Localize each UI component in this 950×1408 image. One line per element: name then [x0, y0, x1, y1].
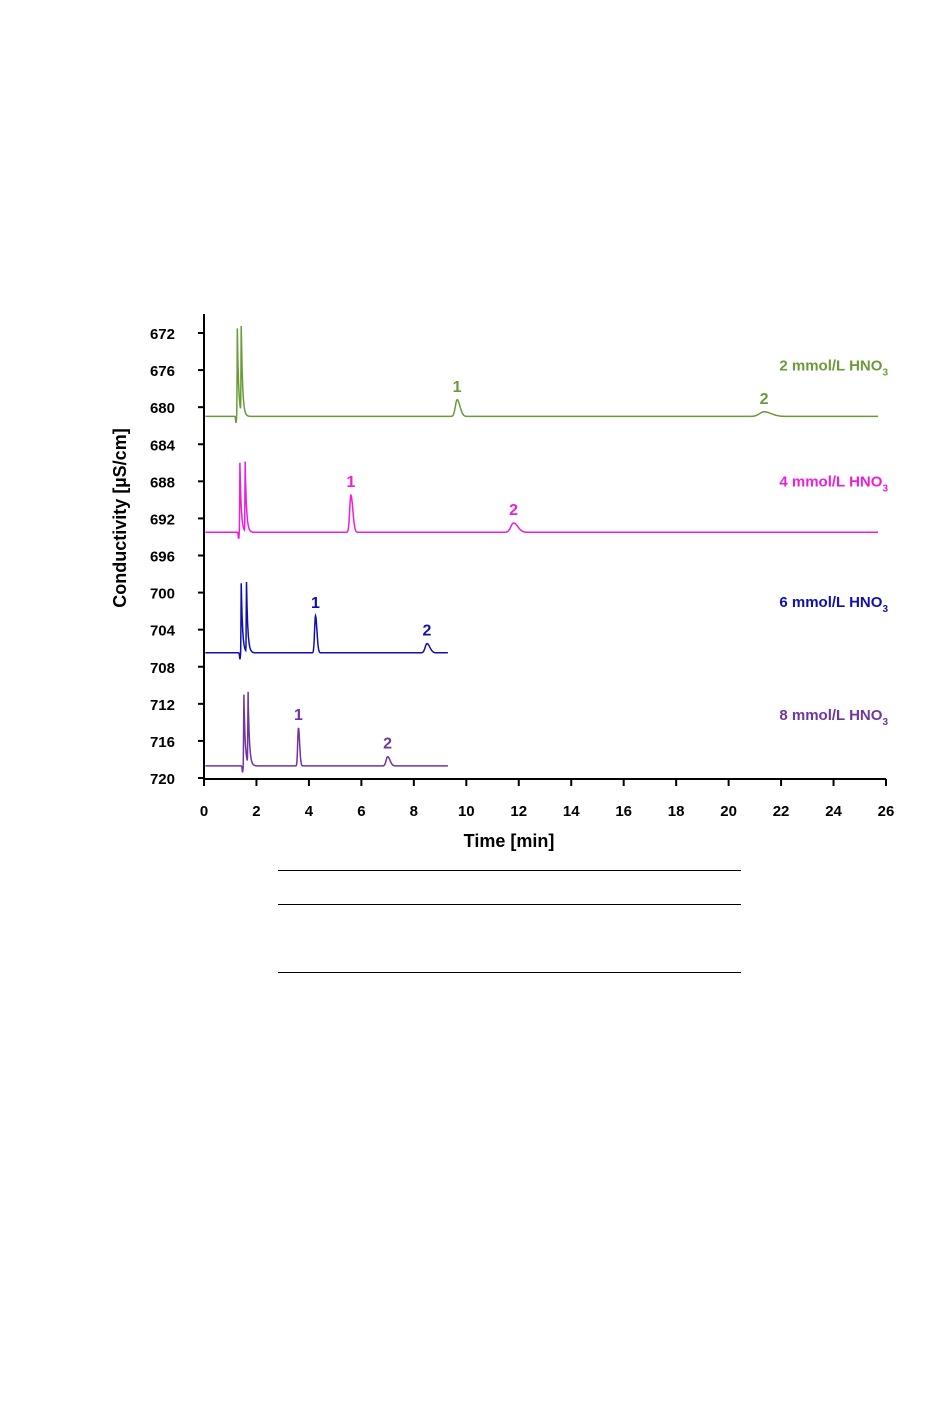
x-tick-label: 0: [200, 803, 208, 820]
x-tick-label: 10: [458, 803, 475, 820]
x-axis-label: Time [min]: [464, 831, 555, 851]
x-tick-label: 24: [825, 803, 842, 820]
series-label: 6 mmol/L HNO3: [779, 594, 888, 615]
series-4: 1 2 8 mmol/L HNO3: [205, 691, 888, 773]
x-tick-label: 12: [510, 803, 527, 820]
peak-label: 2: [423, 623, 432, 640]
y-tick-label: 700: [150, 586, 175, 603]
peak-label: 2: [509, 502, 518, 519]
y-tick-label: 672: [150, 326, 175, 343]
table-rule-bottom: [278, 972, 741, 973]
y-tick-label: 712: [150, 697, 175, 714]
series-2: 1 2 4 mmol/L HNO3: [205, 461, 888, 539]
series-1: 1 2 2 mmol/L HNO3: [205, 325, 888, 424]
series-trace: [205, 581, 448, 660]
series-label: 8 mmol/L HNO3: [779, 707, 888, 728]
series-trace: [205, 461, 879, 539]
peak-label: 2: [760, 391, 769, 408]
peak-label: 1: [346, 474, 355, 491]
y-tick-label: 692: [150, 511, 175, 528]
x-tick-label: 8: [410, 803, 418, 820]
x-tick-label: 4: [305, 803, 314, 820]
series-trace: [205, 325, 879, 424]
y-tick-label: 708: [150, 660, 175, 677]
y-axis-label: Conductivity [µS/cm]: [110, 428, 130, 607]
x-tick-label: 20: [720, 803, 737, 820]
peak-label: 1: [453, 379, 462, 396]
peak-label: 1: [294, 707, 303, 724]
traces: 1 2 2 mmol/L HNO3 1 2 4 mmol/L HNO3 1 2 6 mmol/L…: [205, 325, 888, 773]
y-tick-label: 704: [150, 623, 176, 640]
plot-area: 672676680684688692696700704708712716720 …: [150, 314, 894, 820]
y-tick-label: 688: [150, 474, 175, 491]
peak-label: 2: [383, 736, 392, 753]
series-3: 1 2 6 mmol/L HNO3: [205, 581, 888, 660]
table-rule-mid: [278, 904, 741, 905]
x-tick-label: 14: [563, 803, 580, 820]
y-tick-label: 676: [150, 363, 175, 380]
x-tick-label: 6: [357, 803, 365, 820]
x-tick-label: 16: [615, 803, 632, 820]
x-tick-label: 18: [668, 803, 685, 820]
y-tick-label: 716: [150, 734, 175, 751]
x-tick-label: 22: [773, 803, 790, 820]
y-tick-label: 696: [150, 549, 175, 566]
x-tick-label: 26: [878, 803, 895, 820]
x-tick-label: 2: [252, 803, 260, 820]
y-tick-label: 684: [150, 437, 176, 454]
y-tick-label: 680: [150, 400, 175, 417]
table-rule-top: [278, 870, 741, 871]
peak-label: 1: [311, 595, 320, 612]
y-tick-label: 720: [150, 771, 175, 788]
x-ticks: 0 2 4 6 8 10 12 14 16 18 20 22 24 26: [200, 779, 895, 820]
series-trace: [205, 691, 448, 773]
series-label: 4 mmol/L HNO3: [779, 473, 888, 494]
y-ticks: 672 676 680 684 688 692 696 700 704 708 712 716 720: [150, 326, 204, 788]
series-label: 2 mmol/L HNO3: [779, 357, 888, 378]
